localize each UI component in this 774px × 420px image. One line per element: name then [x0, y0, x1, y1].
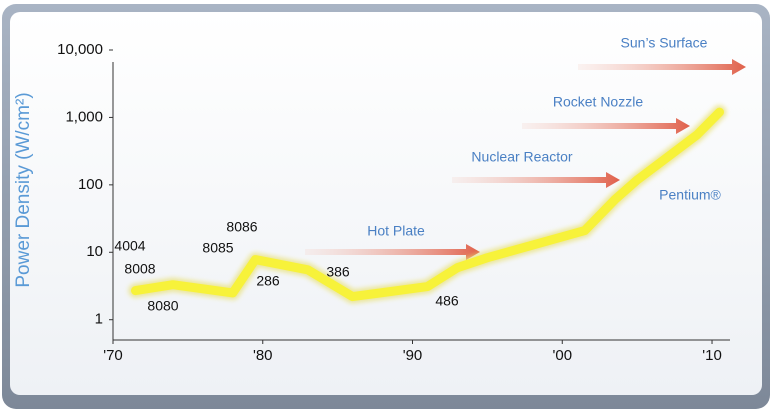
chip-label: 486	[435, 293, 459, 309]
heat-label: Sun’s Surface	[621, 35, 708, 51]
heat-arrow	[578, 59, 746, 75]
heat-label: Nuclear Reactor	[471, 149, 572, 165]
heat-arrow	[452, 172, 620, 188]
heat-arrow	[305, 244, 480, 260]
heat-label: Hot Plate	[367, 223, 425, 239]
x-tick-label: '70	[103, 347, 123, 364]
line	[131, 107, 724, 302]
chip-label: 8085	[202, 240, 233, 256]
heat-label: Rocket Nozzle	[553, 94, 643, 110]
y-tick-label: 1,000	[65, 108, 103, 125]
x-tick-label: '00	[552, 347, 572, 364]
y-tick-label: 1	[95, 311, 103, 328]
y-tick-label: 100	[78, 176, 103, 193]
chip-label: 8008	[124, 261, 155, 277]
chip-label: 8080	[147, 298, 178, 314]
y-tick-label: 10	[86, 243, 103, 260]
panel	[10, 12, 762, 395]
chip-label: 8086	[226, 219, 257, 235]
x-tick-label: '90	[403, 347, 423, 364]
y-tick-label: 10,000	[57, 41, 103, 58]
chip-label: 386	[326, 264, 350, 280]
y-axis-title: Power Density (W/cm²)	[13, 92, 34, 287]
chip-label: 286	[256, 273, 280, 289]
x-tick-label: '80	[253, 347, 273, 364]
chip-label: 4004	[114, 238, 145, 254]
x-tick-label: '10	[702, 347, 722, 364]
chip-label: Pentium®	[659, 187, 721, 203]
heat-arrow	[522, 118, 690, 134]
